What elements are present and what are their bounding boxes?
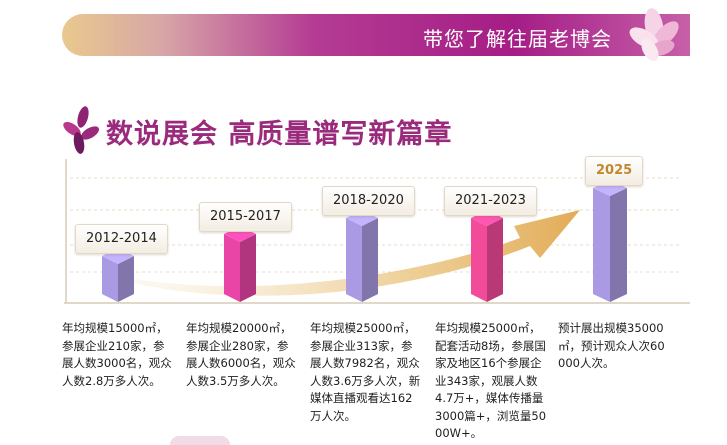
period-label-2025: 2025 — [585, 156, 644, 186]
banner-title: 带您了解往届老博会 — [423, 27, 612, 51]
pillar-2018-2020 — [346, 210, 378, 302]
period-desc-2025: 预计展出规模35000㎡，预计观众人次60000人次。 — [558, 321, 665, 370]
period-desc-2018-2020: 年均规模25000㎡，参展企业313家，参展人数7982名，观众人数3.6万多人… — [310, 321, 421, 423]
pillar-2012-2014 — [102, 248, 134, 302]
pillar-group — [102, 180, 627, 302]
period-desc-2015-2017: 年均规模20000㎡，参展企业280家，参展人数6000名，观众人数3.5万多人… — [186, 321, 296, 388]
period-desc-2012-2014: 年均规模15000㎡，参展企业210家，参展人数3000名，观众人数2.8万多人… — [62, 321, 172, 388]
bottom-decoration — [170, 436, 230, 445]
header-banner: 带您了解往届老博会 — [62, 14, 690, 56]
period-label-2018-2020: 2018-2020 — [322, 186, 415, 216]
flower-logo-icon — [629, 8, 679, 61]
section-title: 数说展会 高质量谱写新篇章 — [106, 119, 453, 150]
pillar-2021-2023 — [471, 210, 503, 302]
pillar-2015-2017 — [224, 226, 256, 302]
period-label-2021-2023: 2021-2023 — [444, 186, 537, 216]
section-petal-icon — [63, 106, 100, 154]
pillar-2025 — [593, 180, 627, 302]
guide-lines — [64, 159, 690, 304]
period-label-2015-2017: 2015-2017 — [199, 202, 292, 232]
period-desc-2021-2023: 年均规模25000㎡，配套活动8场，参展国家及地区16个参展企业343家，观展人… — [435, 321, 547, 440]
period-label-2012-2014: 2012-2014 — [75, 224, 168, 254]
